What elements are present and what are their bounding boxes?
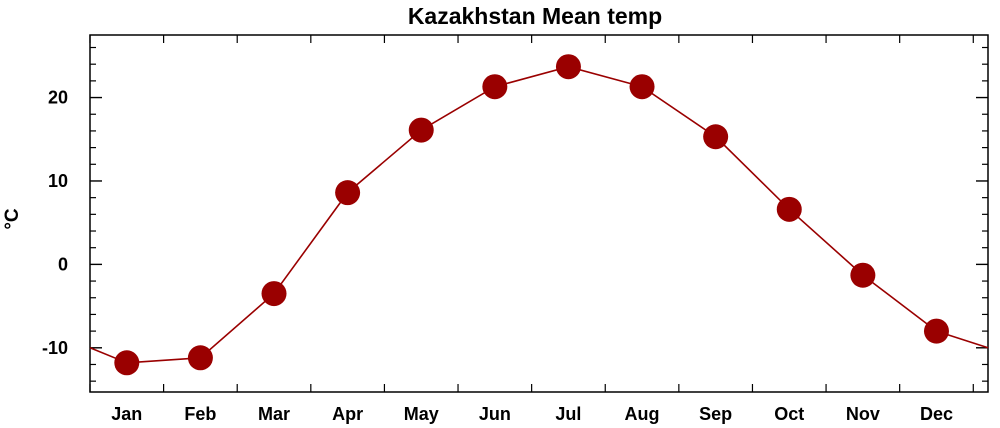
- y-tick-label: 10: [48, 171, 68, 191]
- y-axis-label: °C: [2, 208, 23, 230]
- x-tick-label: Jun: [479, 404, 511, 424]
- y-tick-label: 0: [58, 254, 68, 274]
- chart-title: Kazakhstan Mean temp: [408, 3, 662, 29]
- x-tick-label: Mar: [258, 404, 290, 424]
- y-tick-label: -10: [42, 338, 68, 358]
- plot-frame: [89, 34, 989, 393]
- x-tick-label: May: [404, 404, 439, 424]
- data-point-oct: [776, 196, 802, 222]
- x-tick-label: Apr: [332, 404, 363, 424]
- data-point-dec: [923, 318, 949, 344]
- data-point-sep: [703, 124, 729, 150]
- data-point-mar: [261, 281, 287, 307]
- y-axis: -10 0 10 20: [42, 46, 988, 382]
- x-axis: Jan Feb Mar Apr May Jun Jul Aug Sep Oct Nov Dec: [89, 35, 974, 424]
- data-point-may: [408, 117, 434, 143]
- y-tick-label: 20: [48, 88, 68, 108]
- x-tick-label: Oct: [774, 404, 804, 424]
- x-tick-label: Aug: [625, 404, 660, 424]
- data-point-feb: [187, 345, 213, 371]
- data-point-jul: [555, 54, 581, 80]
- x-tick-label: Dec: [920, 404, 953, 424]
- x-tick-label: Nov: [846, 404, 880, 424]
- x-tick-label: Jan: [111, 404, 142, 424]
- data-point-nov: [850, 262, 876, 288]
- x-tick-label: Jul: [555, 404, 581, 424]
- data-point-apr: [335, 180, 361, 206]
- series-points: [114, 54, 949, 376]
- data-point-aug: [629, 74, 655, 100]
- data-point-jan: [114, 350, 140, 376]
- series-lines: [89, 65, 989, 364]
- x-tick-label: Feb: [184, 404, 216, 424]
- x-tick-label: Sep: [699, 404, 732, 424]
- series-line: [126, 65, 937, 364]
- data-point-jun: [482, 74, 508, 100]
